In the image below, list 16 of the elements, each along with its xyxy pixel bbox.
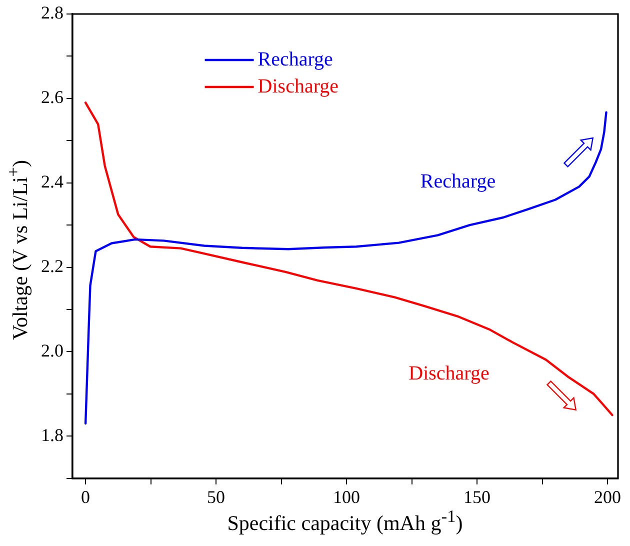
- y-tick-label: 2.8: [41, 2, 64, 23]
- x-tick-label: 200: [594, 486, 622, 507]
- y-tick-label: 2.2: [41, 256, 64, 276]
- y-tick-label: 1.8: [41, 424, 64, 445]
- x-axis-title: Specific capacity (mAh g$^{-1}$): [226, 506, 464, 536]
- x-tick-label: 0: [81, 486, 90, 507]
- y-tick-label: 2.6: [41, 87, 64, 108]
- x-tick-label: 100: [333, 486, 360, 507]
- annotation: Recharge: [420, 170, 496, 194]
- annotation: Discharge: [408, 362, 490, 386]
- x-tick-label: 50: [207, 486, 226, 507]
- y-tick-label: 2.4: [41, 172, 64, 192]
- x-tick-label: 150: [464, 486, 491, 507]
- legend-label: Discharge: [258, 75, 339, 98]
- legend-label: Recharge: [258, 48, 334, 70]
- y-tick-label: 2.0: [41, 340, 64, 360]
